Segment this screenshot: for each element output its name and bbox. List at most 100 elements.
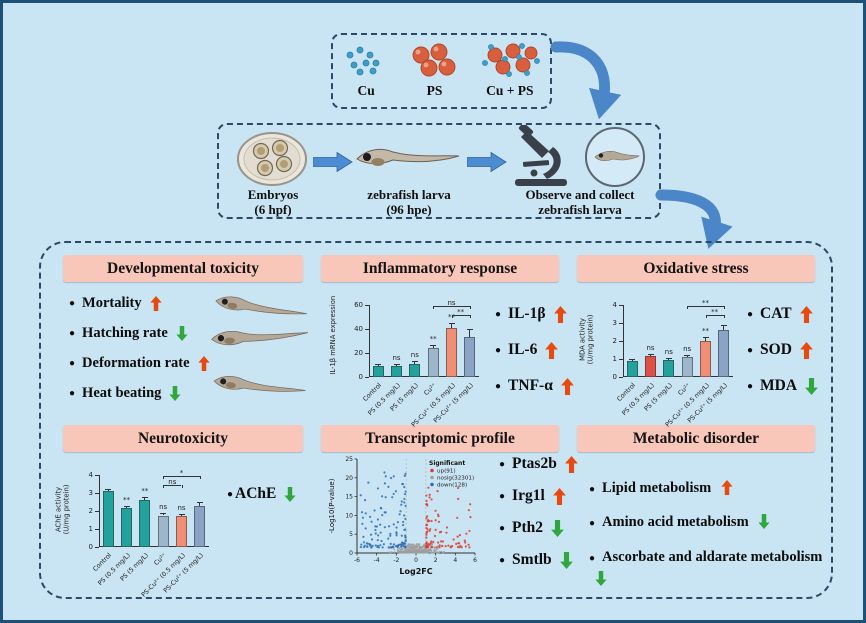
observe-label-line1: Observe and collect xyxy=(525,187,635,202)
bc-err xyxy=(705,337,706,341)
volcano-plot: -6 -4 -2 0 2 4 6 0 5 10 15 20 25 Log2FC -Log10(P-value… xyxy=(328,456,477,576)
bc-bline xyxy=(163,476,200,477)
workflow-box: Embryos (6 hpf) zebrafish larva (96 hpe) xyxy=(217,123,661,219)
bullet-text: Deformation rate xyxy=(82,355,190,371)
bc-ecap xyxy=(720,324,727,326)
ps-label: PS xyxy=(426,83,443,98)
bullet-item: ● IL-1β xyxy=(495,305,574,323)
bc-sig: ns xyxy=(410,351,419,360)
bullet-text: IL-1β xyxy=(508,305,546,322)
bullet-item: ● Ascorbate and aldarate metabolism xyxy=(589,546,829,591)
bullet-item: ● Mortality xyxy=(69,295,219,312)
bullet-text: Smtlb xyxy=(512,551,552,568)
embryos-label-line1: Embryos xyxy=(247,187,299,202)
bc-bar xyxy=(626,360,638,377)
bc-bend xyxy=(163,485,165,488)
bullet-text: CAT xyxy=(760,305,792,322)
bc-sig: ** xyxy=(123,495,130,504)
cu-particles-icon xyxy=(346,46,380,76)
bc-ytick xyxy=(95,474,99,476)
bullet-text: AChE xyxy=(235,485,277,502)
svg-text:20: 20 xyxy=(345,475,353,482)
bc-sig: ** xyxy=(457,307,465,316)
svg-text:Significant: Significant xyxy=(429,460,465,467)
bc-sig: ns xyxy=(177,503,186,512)
panel-header-metabolic: Metabolic disorder xyxy=(577,425,815,452)
down-arrow-icon xyxy=(805,377,818,395)
bc-frame xyxy=(369,305,479,377)
bullet-dot-icon: ● xyxy=(69,388,76,399)
bc-ecap xyxy=(160,512,167,514)
svg-text:6: 6 xyxy=(473,557,477,564)
step-arrow-icon xyxy=(467,151,507,173)
bullet-text: Irg1l xyxy=(512,487,545,504)
bc-ecap xyxy=(448,323,455,324)
bullet-item: ● CAT xyxy=(747,305,818,323)
bc-bline xyxy=(451,315,470,316)
bc-ytick xyxy=(619,358,623,360)
bc-ecap xyxy=(393,364,400,366)
bullet-text: Heat beating xyxy=(82,385,162,401)
bc-bend xyxy=(723,306,725,309)
bc-sig: ** xyxy=(429,334,437,343)
larva-label: zebrafish larva (96 hpe) xyxy=(339,187,479,217)
zebrafish-larva-icon xyxy=(356,148,460,166)
bc-sig: ns xyxy=(646,344,655,353)
observe-label: Observe and collect zebrafish larva xyxy=(503,187,657,217)
bullet-item: ● Pth2 xyxy=(499,519,578,537)
bc-ylabel: 4 xyxy=(88,471,93,479)
step-arrow-icon xyxy=(313,151,353,173)
bc-ytick xyxy=(95,546,99,548)
down-arrow-icon xyxy=(551,519,564,537)
bc-bline xyxy=(433,306,470,307)
svg-text:up(91): up(91) xyxy=(437,469,456,475)
bullet-item: ● MDA xyxy=(747,377,818,395)
bullet-item: ● Irg1l xyxy=(499,487,578,505)
bc-ytick xyxy=(365,376,369,378)
down-arrow-icon xyxy=(595,571,607,587)
svg-text:10: 10 xyxy=(345,512,353,519)
bc-ylabel: 60 xyxy=(354,301,363,309)
bc-ylabel: 1 xyxy=(612,355,617,363)
bc-bar xyxy=(700,341,711,377)
bc-ylab: AChE activity (U/mg protein) xyxy=(54,484,71,535)
ache-bar-chart: AChE activity (U/mg protein) 0 1 2 3 4 Control… xyxy=(55,455,223,599)
oxidative-bullets: ● CAT ● SOD ● MDA xyxy=(747,305,818,413)
svg-text:25: 25 xyxy=(345,456,353,463)
bc-ytick xyxy=(619,376,623,378)
svg-text:2: 2 xyxy=(434,557,438,564)
bullet-text: Pth2 xyxy=(512,519,544,536)
bullet-item: ● Hatching rate xyxy=(69,325,219,342)
bullet-item: ● TNF-α xyxy=(495,377,574,395)
bc-ecap xyxy=(665,358,672,360)
observe-label-line2: zebrafish larva xyxy=(538,202,622,217)
bc-ecap xyxy=(123,505,130,507)
up-arrow-icon xyxy=(564,455,578,473)
bullet-text: Hatching rate xyxy=(82,325,168,341)
panel-header-neurotoxicity: Neurotoxicity xyxy=(63,425,303,452)
bullet-dot-icon: ● xyxy=(499,458,506,470)
bullet-text: TNF-α xyxy=(508,377,553,394)
bullet-dot-icon: ● xyxy=(495,308,502,320)
bc-sig: * xyxy=(179,468,184,477)
bc-ecap xyxy=(141,496,148,498)
bullet-dot-icon: ● xyxy=(589,484,596,495)
down-arrow-icon xyxy=(176,326,188,341)
svg-text:4: 4 xyxy=(453,557,457,564)
bc-bend xyxy=(469,306,471,309)
bc-ylabel: 2 xyxy=(612,337,617,345)
bc-bend xyxy=(163,476,165,479)
svg-text:Log2FC: Log2FC xyxy=(399,567,432,576)
bc-ylabel: 0 xyxy=(358,373,363,381)
bc-err xyxy=(199,502,201,506)
bc-sig: ** xyxy=(141,486,149,495)
bc-ytick xyxy=(619,340,623,342)
flow-arrow-exposure-to-workflow xyxy=(550,41,622,120)
panel-header-inflammatory: Inflammatory response xyxy=(321,255,559,282)
bc-sig: ns xyxy=(159,502,168,511)
larva-label-line2: (96 hpe) xyxy=(386,202,432,217)
bullet-dot-icon: ● xyxy=(499,490,506,502)
bullet-item: ● SOD xyxy=(747,341,818,359)
bullet-item: ● Amino acid metabolism xyxy=(589,511,829,533)
